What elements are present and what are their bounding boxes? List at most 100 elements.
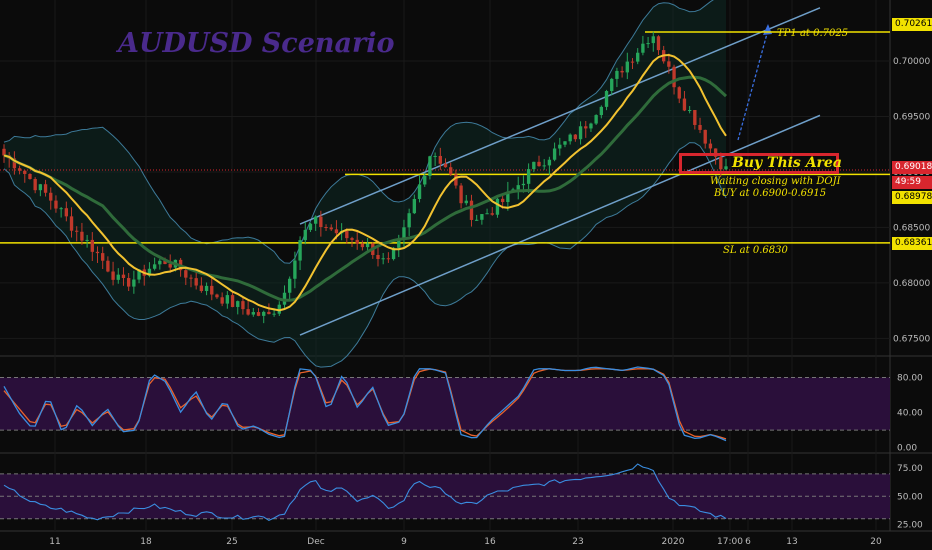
candle-body bbox=[365, 243, 370, 248]
rsi-line bbox=[3, 463, 727, 522]
candle-body bbox=[225, 295, 230, 304]
candle-body bbox=[443, 163, 448, 168]
buy-range-annotation: BUY at 0.6900-0.6915 bbox=[714, 188, 827, 199]
ma-slow-line bbox=[3, 75, 728, 302]
candle-body bbox=[381, 258, 385, 260]
candle-body bbox=[521, 183, 526, 186]
candle-body bbox=[355, 239, 359, 244]
y-tick-label: 0.69500 bbox=[893, 112, 930, 122]
channel-upper-line bbox=[299, 7, 821, 225]
candle-body bbox=[137, 269, 141, 280]
candle-body bbox=[693, 110, 697, 125]
candle-body bbox=[698, 124, 702, 130]
x-tick-label: 25 bbox=[226, 537, 237, 547]
candle-body bbox=[703, 129, 707, 144]
candle-body bbox=[106, 260, 110, 272]
candle-body bbox=[189, 277, 193, 279]
candle-body bbox=[38, 184, 43, 191]
candle-body bbox=[345, 231, 349, 239]
candle-body bbox=[578, 126, 583, 140]
y-tick-label: 0.70000 bbox=[893, 57, 930, 67]
candle-body bbox=[126, 278, 131, 287]
x-tick-label: 2020 bbox=[662, 537, 685, 547]
candle-body bbox=[147, 268, 152, 276]
candle-body bbox=[475, 219, 479, 221]
candle-body bbox=[547, 159, 552, 166]
stoch-tick-label: 40.00 bbox=[897, 409, 923, 419]
candle-body bbox=[324, 226, 328, 228]
candle-body bbox=[558, 144, 562, 149]
candle-body bbox=[75, 230, 79, 232]
candle-body bbox=[428, 156, 432, 176]
buy-area-box bbox=[679, 153, 839, 174]
oscillator-panels bbox=[0, 366, 890, 522]
candle-body bbox=[646, 43, 650, 45]
candle-body bbox=[376, 254, 380, 260]
candle-body bbox=[158, 260, 162, 265]
candle-body bbox=[194, 278, 198, 286]
candle-body bbox=[433, 155, 437, 157]
candle-body bbox=[469, 200, 474, 220]
candle-body bbox=[308, 223, 313, 230]
waiting-annotation: Waiting closing with DOJI bbox=[710, 176, 841, 187]
candle-body bbox=[423, 175, 427, 185]
candle-body bbox=[54, 200, 58, 209]
candle-body bbox=[49, 192, 53, 201]
candle-body bbox=[526, 169, 531, 184]
candle-body bbox=[630, 61, 635, 63]
stoch-tick-label: 80.00 bbox=[897, 374, 923, 384]
candle-body bbox=[334, 229, 339, 234]
x-tick-label: 18 bbox=[140, 537, 152, 547]
candle-body bbox=[625, 61, 629, 73]
candle-body bbox=[220, 297, 224, 304]
x-tick-label: Dec bbox=[307, 537, 324, 547]
projection-arrow bbox=[737, 29, 769, 141]
candle-body bbox=[360, 243, 365, 248]
tp-price-label: 0.70261 bbox=[892, 18, 932, 31]
tp1-annotation: TP1 at 0.7025 bbox=[777, 28, 849, 39]
candle-body bbox=[687, 110, 692, 112]
y-tick-label: 0.67500 bbox=[893, 334, 930, 344]
entry-price-label: 0.68978 bbox=[892, 191, 932, 204]
buy-area-label: Buy This Area bbox=[732, 155, 842, 171]
candle-body bbox=[132, 279, 136, 287]
candle-body bbox=[121, 274, 126, 279]
stoch-band-fill bbox=[0, 377, 890, 431]
candle-body bbox=[584, 126, 588, 129]
x-tick-label: 23 bbox=[572, 537, 583, 547]
candle-body bbox=[199, 285, 204, 292]
candle-body bbox=[454, 174, 458, 186]
candle-body bbox=[329, 227, 333, 230]
candle-body bbox=[230, 295, 235, 307]
candle-body bbox=[293, 260, 297, 279]
candle-body bbox=[672, 66, 676, 88]
candle-body bbox=[516, 185, 520, 190]
countdown-label: 49:59 bbox=[892, 176, 932, 189]
candle-body bbox=[412, 198, 417, 214]
candle-body bbox=[319, 216, 323, 227]
candle-body bbox=[407, 213, 411, 228]
candle-body bbox=[251, 312, 255, 315]
candle-body bbox=[215, 294, 219, 298]
candle-body bbox=[303, 229, 307, 241]
candle-body bbox=[69, 216, 74, 231]
candle-body bbox=[552, 148, 557, 160]
candle-body bbox=[651, 36, 655, 44]
candle-body bbox=[485, 213, 489, 215]
candle-body bbox=[620, 70, 624, 73]
candle-body bbox=[599, 106, 604, 116]
candle-body bbox=[386, 258, 391, 260]
bollinger-lower bbox=[3, 142, 727, 368]
candle-body bbox=[272, 313, 276, 315]
candle-body bbox=[391, 247, 396, 260]
candle-body bbox=[204, 285, 209, 292]
axes: 11 18 25 Dec 9 16 23 2020 617:00 13 20 0.70000 0.695… bbox=[49, 57, 930, 547]
candle-body bbox=[277, 304, 281, 314]
x-tick-label: 20 bbox=[870, 537, 882, 547]
candle-body bbox=[724, 166, 728, 170]
candle-body bbox=[636, 52, 640, 62]
x-tick-label: 11 bbox=[49, 537, 60, 547]
candle-body bbox=[459, 185, 463, 204]
bollinger-upper bbox=[3, 0, 714, 264]
y-tick-label: 0.68000 bbox=[893, 279, 930, 289]
